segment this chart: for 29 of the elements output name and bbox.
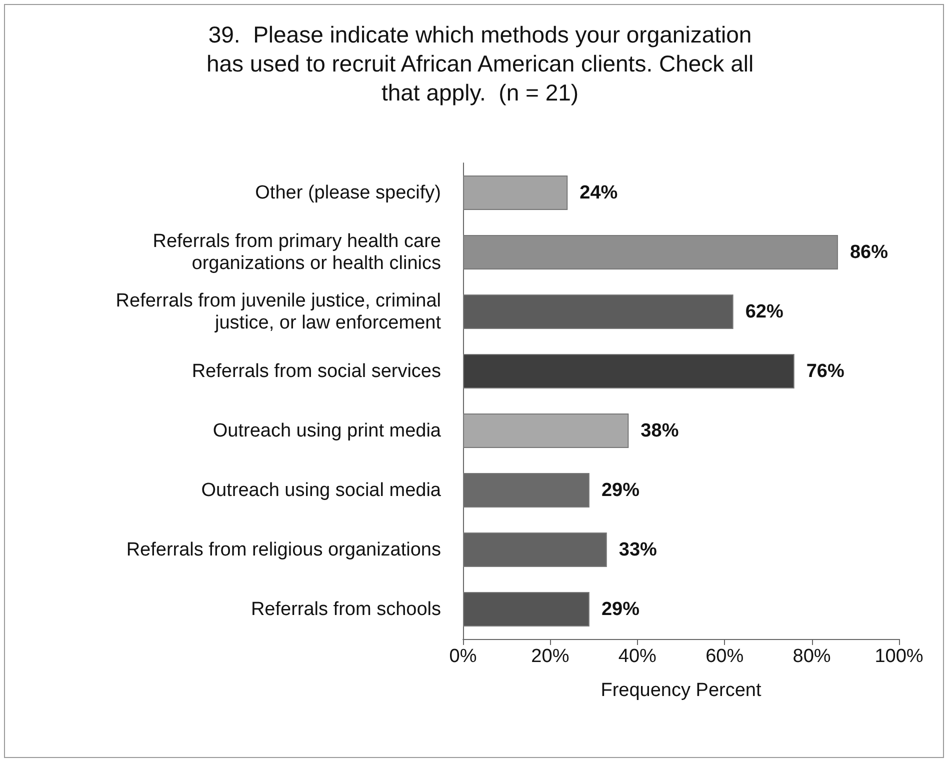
bar — [463, 413, 629, 448]
bar — [463, 175, 568, 210]
y-tick-label: Other (please specify) — [255, 182, 441, 204]
chart-title: 39. Please indicate which methods your organization has used to recruit African American clients. Check all that apply. (n = 21) — [206, 22, 754, 106]
data-label: 86% — [850, 242, 888, 263]
bar — [463, 234, 838, 270]
data-label: 38% — [640, 420, 679, 442]
y-tick-label: Outreach using print media — [212, 420, 442, 442]
y-tick-label: Outreach using social media — [201, 480, 442, 501]
y-tick-label: Referrals from schools — [250, 598, 441, 620]
x-tick-label: 80% — [792, 646, 831, 667]
x-tick-label: 20% — [531, 646, 570, 667]
y-tick-label: Referrals from religious organizations — [126, 539, 441, 560]
data-label: 24% — [580, 182, 618, 204]
data-label: 33% — [618, 539, 658, 560]
bar — [463, 354, 794, 389]
data-label: 29% — [601, 598, 640, 620]
data-label: 76% — [806, 360, 844, 382]
data-label: 62% — [745, 301, 784, 322]
x-axis-title: Frequency Percent — [600, 680, 762, 701]
y-tick-label: Referrals from juvenile justice, criminal justice, or law enforcement — [116, 290, 442, 334]
x-tick-label: 100% — [874, 646, 924, 667]
x-tick-label: 0% — [449, 646, 477, 667]
x-tick-label: 40% — [618, 646, 657, 667]
y-tick-label: Referrals from social services — [192, 360, 441, 382]
y-tick-label: Referrals from primary health care organizations or health clinics — [152, 230, 441, 274]
bar — [463, 592, 590, 627]
data-label: 29% — [601, 480, 640, 501]
x-tick-label: 60% — [706, 646, 744, 667]
